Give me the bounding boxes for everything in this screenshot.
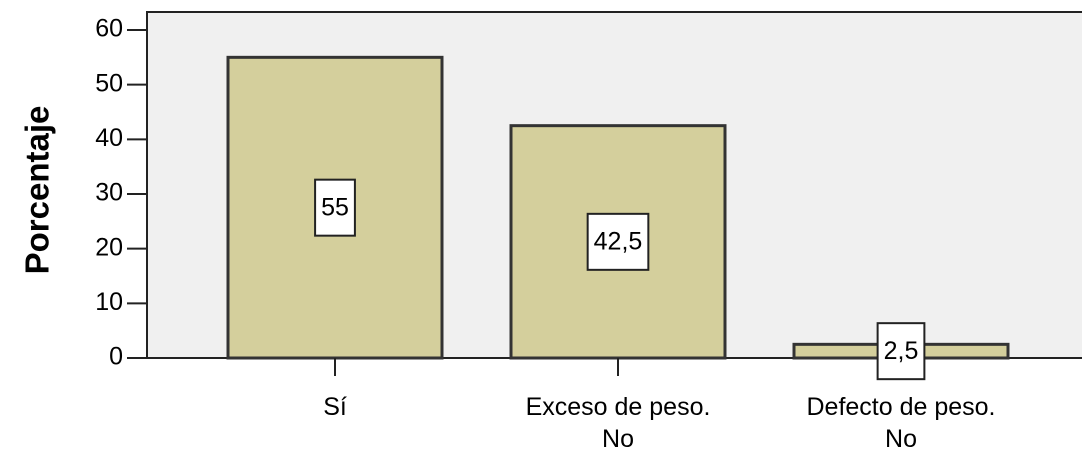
y-tick-label: 40 [95, 124, 123, 152]
value-label: 55 [321, 193, 349, 221]
y-tick-label: 20 [95, 233, 123, 261]
x-tick-label: Exceso de peso. No [526, 393, 711, 452]
value-label: 2,5 [884, 337, 919, 365]
value-label: 42,5 [594, 227, 643, 255]
y-tick-label: 30 [95, 179, 123, 207]
y-tick-label: 0 [109, 343, 123, 371]
y-tick-label: 50 [95, 69, 123, 97]
x-tick-label: Sí [323, 393, 347, 421]
value-label-box [586, 212, 650, 271]
y-axis-label: Porcentaje [19, 106, 56, 275]
value-label-box [876, 322, 926, 381]
x-tick-label: Defecto de peso. No [806, 393, 995, 452]
y-tick-label: 60 [95, 15, 123, 43]
value-label-box [314, 178, 356, 237]
y-tick-label: 10 [95, 288, 123, 316]
